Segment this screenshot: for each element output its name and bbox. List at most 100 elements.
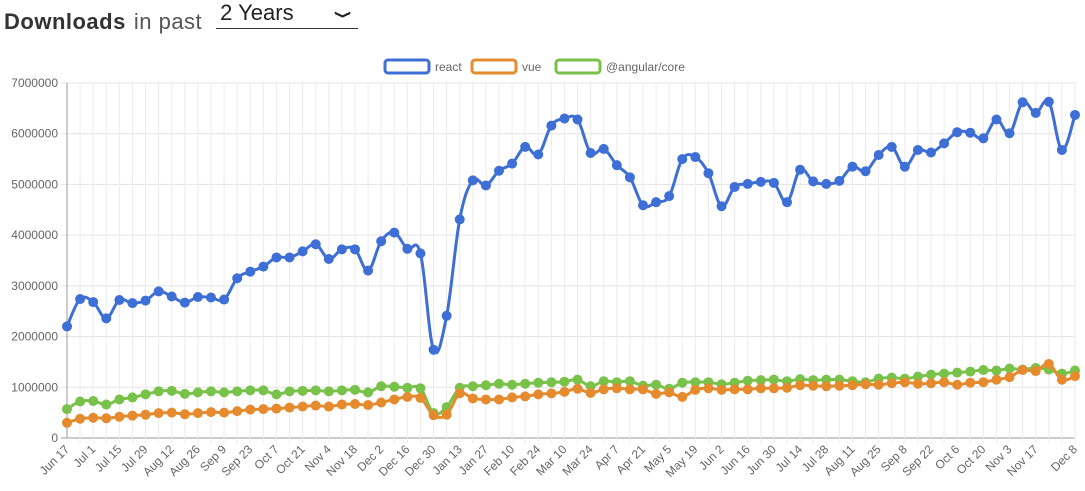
data-point-angular-core (546, 377, 557, 388)
data-point-angular-core (206, 386, 216, 397)
data-point-vue (952, 379, 963, 390)
data-point-angular-core (415, 383, 426, 394)
data-point-angular-core (75, 396, 86, 407)
data-point-react (886, 141, 897, 152)
data-point-angular-core (1004, 363, 1015, 374)
page-title: Downloads (4, 9, 126, 34)
legend-swatch-react (383, 58, 431, 75)
x-tick-label: Dec 8 (1048, 442, 1080, 474)
data-point-react (480, 180, 491, 191)
data-point-react (127, 298, 138, 309)
data-point-react (219, 294, 230, 305)
data-point-vue (978, 377, 989, 388)
data-point-vue (1004, 372, 1015, 383)
y-tick-label: 3000000 (11, 279, 58, 293)
data-point-react (1030, 107, 1041, 118)
data-point-angular-core (127, 392, 138, 403)
data-point-react (245, 266, 256, 277)
data-point-vue (821, 381, 832, 392)
data-point-vue (847, 380, 858, 391)
page-subtitle: in past (133, 9, 203, 34)
data-point-react (559, 113, 570, 124)
legend-swatch-angular-core (554, 58, 602, 75)
time-range-value: 2 Years (220, 0, 294, 25)
data-point-react (572, 114, 583, 125)
data-point-angular-core (140, 389, 151, 400)
data-point-vue (1030, 366, 1041, 377)
data-point-react (703, 168, 714, 179)
data-point-react (441, 310, 452, 321)
data-point-react (546, 120, 557, 131)
data-point-react (926, 147, 936, 158)
data-point-vue (428, 410, 439, 421)
data-point-vue (677, 391, 688, 402)
data-point-angular-core (651, 379, 662, 390)
data-point-react (192, 292, 203, 303)
data-point-vue (1043, 358, 1054, 369)
data-point-angular-core (520, 378, 531, 389)
data-point-vue (716, 384, 727, 395)
data-point-react (638, 200, 648, 211)
data-point-react (75, 294, 86, 305)
data-point-react (834, 175, 845, 186)
data-point-react (415, 248, 426, 259)
data-point-angular-core (952, 367, 963, 378)
data-point-angular-core (480, 380, 491, 391)
data-point-vue (703, 383, 714, 394)
data-point-react (310, 239, 321, 250)
data-point-angular-core (533, 377, 544, 388)
data-point-react (494, 165, 504, 176)
data-point-react (585, 147, 596, 158)
data-point-vue (192, 408, 203, 419)
data-point-react (847, 161, 858, 172)
data-point-react (978, 133, 989, 144)
data-point-vue (376, 397, 387, 408)
data-point-vue (363, 400, 374, 411)
data-point-angular-core (991, 365, 1002, 376)
data-point-angular-core (926, 369, 936, 380)
data-point-vue (258, 404, 269, 415)
data-point-vue (350, 399, 360, 410)
data-point-vue (101, 413, 112, 424)
data-point-angular-core (402, 382, 413, 393)
data-point-react (336, 244, 347, 255)
data-point-angular-core (978, 365, 989, 376)
data-point-react (284, 252, 295, 263)
data-point-angular-core (624, 376, 635, 387)
data-point-vue (795, 380, 806, 391)
data-point-vue (1056, 374, 1067, 385)
data-point-vue (507, 392, 518, 403)
data-point-vue (114, 411, 125, 422)
data-point-react (467, 175, 478, 186)
data-point-react (166, 291, 177, 302)
data-point-vue (533, 389, 544, 400)
data-point-react (782, 197, 792, 208)
data-point-vue (153, 408, 164, 419)
data-point-react (297, 246, 308, 257)
data-point-vue (664, 387, 675, 398)
data-point-angular-core (507, 379, 518, 390)
time-range-select[interactable]: 2 Years ❯ (216, 0, 359, 29)
data-point-react (258, 261, 269, 272)
data-point-react (507, 158, 518, 169)
data-point-angular-core (376, 381, 387, 392)
x-tick-label: Jul 14 (773, 442, 806, 475)
y-tick-label: 1000000 (11, 380, 58, 394)
data-point-angular-core (192, 387, 203, 398)
data-point-angular-core (467, 381, 478, 392)
y-tick-label: 6000000 (11, 127, 58, 141)
data-point-react (716, 201, 727, 212)
data-point-vue (520, 391, 531, 402)
data-point-angular-core (166, 385, 177, 396)
data-point-react (651, 197, 662, 208)
data-point-vue (284, 402, 295, 413)
data-point-vue (206, 407, 216, 418)
x-tick-label: Jun 17 (37, 442, 73, 478)
data-point-react (939, 138, 950, 149)
data-point-angular-core (677, 377, 688, 388)
legend-label-angular-core: @angular/core (606, 60, 685, 74)
data-point-vue (245, 404, 256, 415)
legend-label-vue: vue (522, 60, 542, 74)
data-point-react (808, 176, 819, 187)
data-point-angular-core (179, 388, 190, 399)
